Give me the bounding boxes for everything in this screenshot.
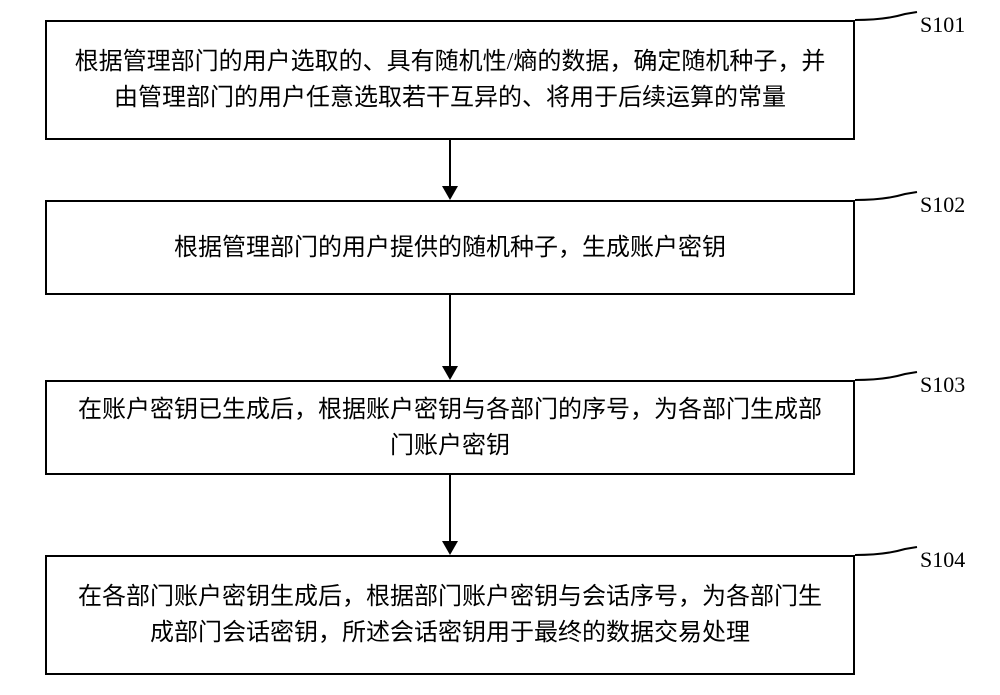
node-label-s103: S103: [920, 372, 965, 398]
node-label-s104: S104: [920, 547, 965, 573]
flowchart-node-s102: 根据管理部门的用户提供的随机种子，生成账户密钥: [45, 200, 855, 295]
label-connector-s104: [855, 545, 920, 565]
label-connector-s103: [855, 370, 920, 390]
node-text: 在账户密钥已生成后，根据账户密钥与各部门的序号，为各部门生成部门账户密钥: [67, 392, 833, 464]
edge-s103-s104: [449, 475, 451, 541]
label-connector-s101: [855, 10, 920, 30]
edge-s101-s102: [449, 140, 451, 186]
arrowhead-icon: [442, 186, 458, 200]
flowchart-container: 根据管理部门的用户选取的、具有随机性/熵的数据，确定随机种子，并由管理部门的用户…: [0, 0, 1000, 695]
flowchart-node-s103: 在账户密钥已生成后，根据账户密钥与各部门的序号，为各部门生成部门账户密钥: [45, 380, 855, 475]
label-connector-s102: [855, 190, 920, 210]
arrowhead-icon: [442, 541, 458, 555]
node-text: 在各部门账户密钥生成后，根据部门账户密钥与会话序号，为各部门生成部门会话密钥，所…: [67, 579, 833, 651]
node-text: 根据管理部门的用户提供的随机种子，生成账户密钥: [174, 230, 726, 266]
node-label-s101: S101: [920, 12, 965, 38]
edge-s102-s103: [449, 295, 451, 366]
node-text: 根据管理部门的用户选取的、具有随机性/熵的数据，确定随机种子，并由管理部门的用户…: [67, 44, 833, 116]
flowchart-node-s101: 根据管理部门的用户选取的、具有随机性/熵的数据，确定随机种子，并由管理部门的用户…: [45, 20, 855, 140]
node-label-s102: S102: [920, 192, 965, 218]
flowchart-node-s104: 在各部门账户密钥生成后，根据部门账户密钥与会话序号，为各部门生成部门会话密钥，所…: [45, 555, 855, 675]
arrowhead-icon: [442, 366, 458, 380]
